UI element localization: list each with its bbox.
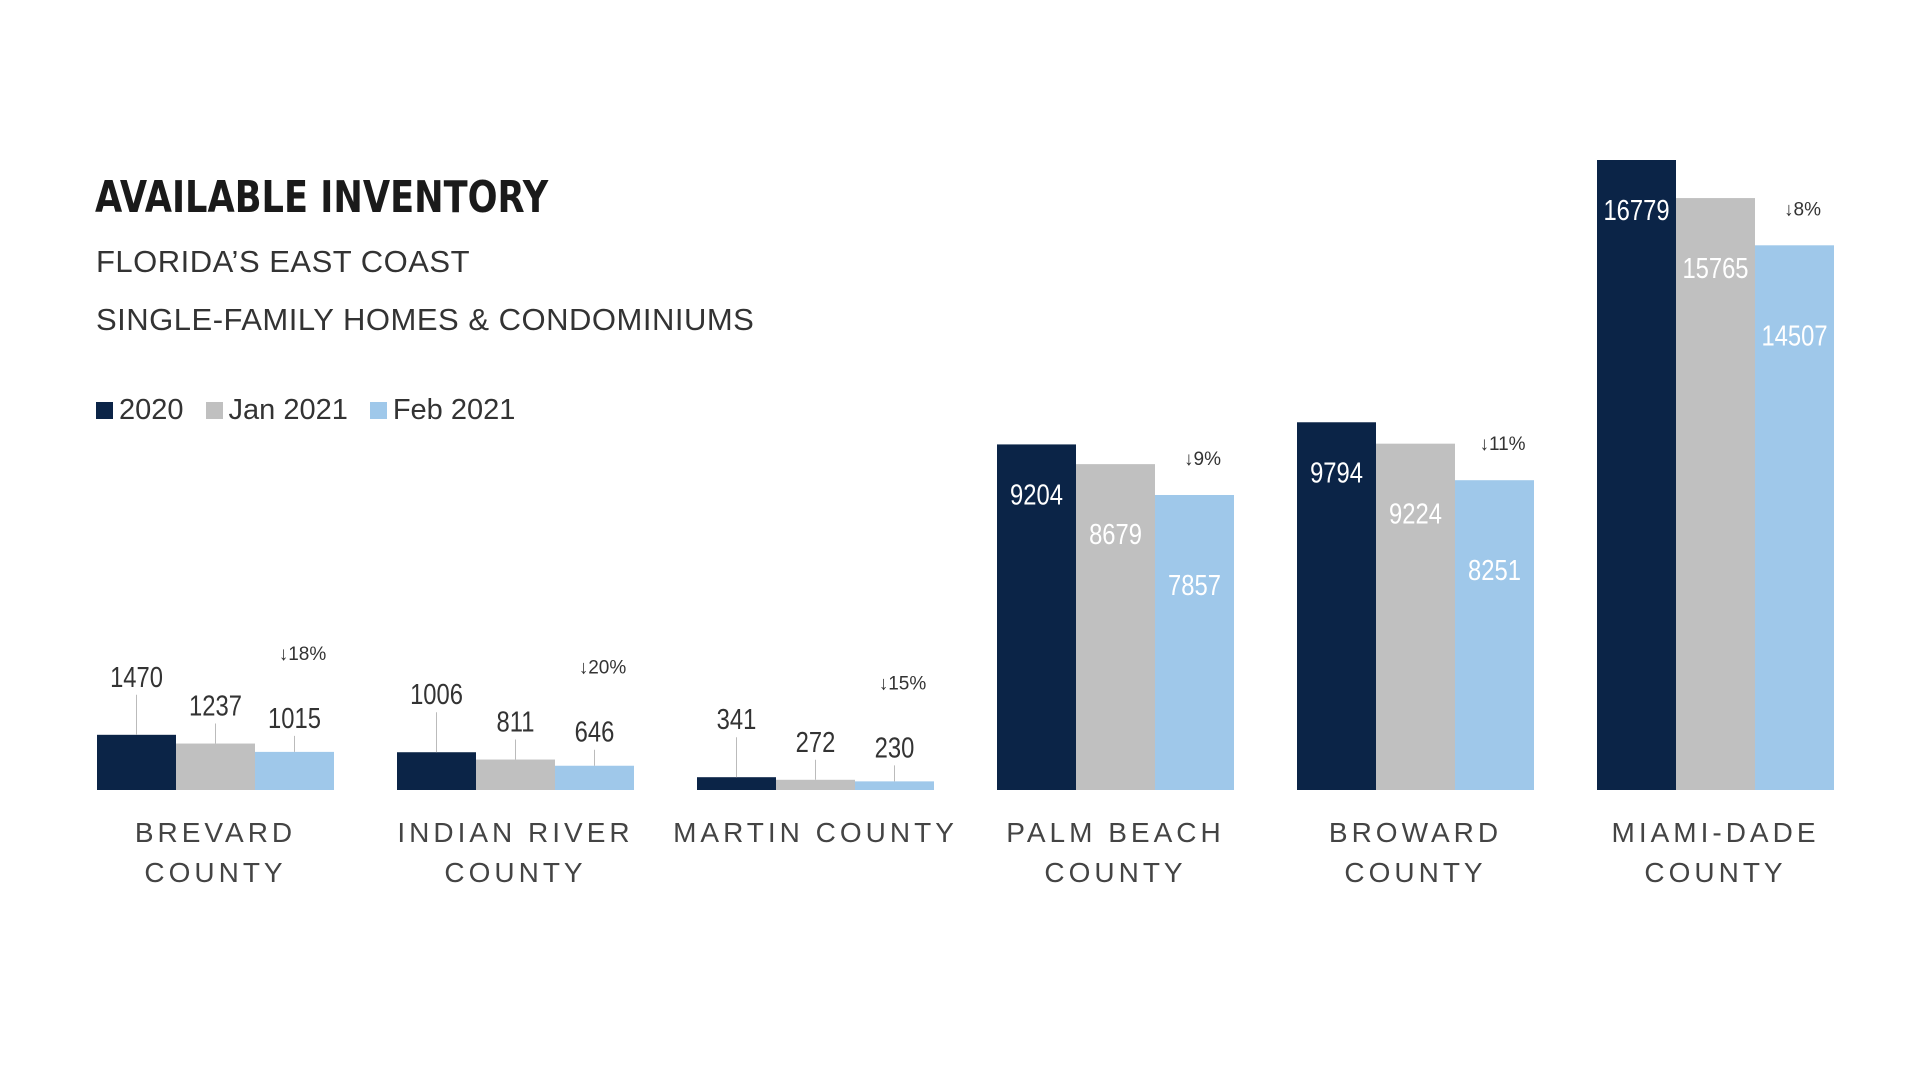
change-label-miami-dade-county: ↓8% xyxy=(1784,199,1821,220)
value-label-indian-river-county-2020: 1006 xyxy=(410,678,463,711)
category-label-brevard-county-line-1: BREVARD xyxy=(135,817,296,848)
change-label-martin-county: ↓15% xyxy=(879,673,927,694)
category-label-broward-county-line-2: COUNTY xyxy=(1344,857,1486,888)
bar-brevard-county-2020 xyxy=(97,734,176,790)
category-label-indian-river-county-line-1: INDIAN RIVER xyxy=(397,817,633,848)
bar-brevard-county-jan-2021 xyxy=(176,743,255,790)
value-label-brevard-county-jan-2021: 1237 xyxy=(189,689,242,722)
category-label-palm-beach-county-line-1: PALM BEACH xyxy=(1006,817,1224,848)
change-label-indian-river-county: ↓20% xyxy=(579,658,627,679)
value-label-broward-county-feb-2021: 8251 xyxy=(1468,554,1521,587)
chart-subtitle-region: FLORIDA’S EAST COAST xyxy=(96,244,471,279)
bar-miami-dade-county-jan-2021 xyxy=(1676,198,1755,791)
value-label-miami-dade-county-2020: 16779 xyxy=(1603,194,1669,227)
legend-label-jan-2021: Jan 2021 xyxy=(228,394,348,426)
chart-legend: 2020 Jan 2021 Feb 2021 xyxy=(96,394,515,427)
category-label-broward-county-line-1: BROWARD xyxy=(1329,817,1502,848)
value-label-miami-dade-county-feb-2021: 14507 xyxy=(1761,319,1827,352)
change-label-brevard-county: ↓18% xyxy=(279,644,327,665)
value-label-brevard-county-2020: 1470 xyxy=(110,661,163,694)
bar-broward-county-jan-2021 xyxy=(1376,443,1455,790)
value-label-palm-beach-county-2020: 9204 xyxy=(1010,478,1063,511)
bar-indian-river-county-2020 xyxy=(397,752,476,790)
value-label-martin-county-jan-2021: 272 xyxy=(796,726,836,759)
chart-title: AVAILABLE INVENTORY xyxy=(95,172,549,223)
legend-swatch-2020 xyxy=(96,402,113,419)
bar-martin-county-feb-2021 xyxy=(855,781,934,790)
value-label-broward-county-jan-2021: 9224 xyxy=(1389,497,1442,530)
value-label-miami-dade-county-jan-2021: 15765 xyxy=(1682,252,1748,285)
bar-palm-beach-county-feb-2021 xyxy=(1155,494,1234,790)
value-label-indian-river-county-jan-2021: 811 xyxy=(497,705,535,738)
bar-miami-dade-county-2020 xyxy=(1597,160,1676,790)
bar-indian-river-county-jan-2021 xyxy=(476,759,555,790)
bar-miami-dade-county-feb-2021 xyxy=(1755,245,1834,790)
category-label-palm-beach-county-line-2: COUNTY xyxy=(1044,857,1186,888)
legend-item-feb-2021: Feb 2021 xyxy=(369,394,516,427)
bar-indian-river-county-feb-2021 xyxy=(555,765,634,790)
legend-swatch-feb-2021 xyxy=(369,402,387,419)
change-label-broward-county: ↓11% xyxy=(1479,434,1525,455)
bar-broward-county-feb-2021 xyxy=(1455,480,1534,790)
category-label-martin-county: MARTIN COUNTY xyxy=(673,817,958,848)
bar-martin-county-2020 xyxy=(697,777,776,790)
category-label-indian-river-county-line-2: COUNTY xyxy=(444,857,586,888)
bar-palm-beach-county-jan-2021 xyxy=(1076,464,1155,790)
legend-item-2020: 2020 xyxy=(96,394,184,427)
value-label-brevard-county-feb-2021: 1015 xyxy=(268,702,321,735)
bar-broward-county-2020 xyxy=(1297,422,1376,790)
value-label-indian-river-county-feb-2021: 646 xyxy=(575,715,615,748)
legend-item-jan-2021: Jan 2021 xyxy=(205,394,348,427)
legend-label-2020: 2020 xyxy=(119,394,184,426)
bar-palm-beach-county-2020 xyxy=(997,444,1076,790)
legend-label-feb-2021: Feb 2021 xyxy=(392,394,516,426)
value-label-broward-county-2020: 9794 xyxy=(1310,456,1363,489)
bar-brevard-county-feb-2021 xyxy=(255,751,334,790)
category-label-brevard-county-line-2: COUNTY xyxy=(144,857,286,888)
value-label-palm-beach-county-feb-2021: 7857 xyxy=(1168,569,1221,602)
value-label-palm-beach-county-jan-2021: 8679 xyxy=(1089,518,1142,551)
legend-swatch-jan-2021 xyxy=(205,402,223,419)
value-label-martin-county-2020: 341 xyxy=(717,703,757,736)
bar-martin-county-jan-2021 xyxy=(776,779,855,790)
chart-subtitle-property-type: SINGLE-FAMILY HOMES & CONDOMINIUMS xyxy=(96,302,755,337)
category-label-miami-dade-county-line-1: MIAMI-DADE xyxy=(1612,817,1820,848)
category-label-miami-dade-county-line-2: COUNTY xyxy=(1644,857,1786,888)
value-label-martin-county-feb-2021: 230 xyxy=(875,731,915,764)
change-label-palm-beach-county: ↓9% xyxy=(1184,449,1221,470)
